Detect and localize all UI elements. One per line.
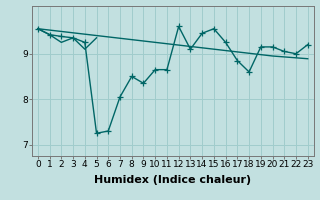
X-axis label: Humidex (Indice chaleur): Humidex (Indice chaleur): [94, 175, 252, 185]
